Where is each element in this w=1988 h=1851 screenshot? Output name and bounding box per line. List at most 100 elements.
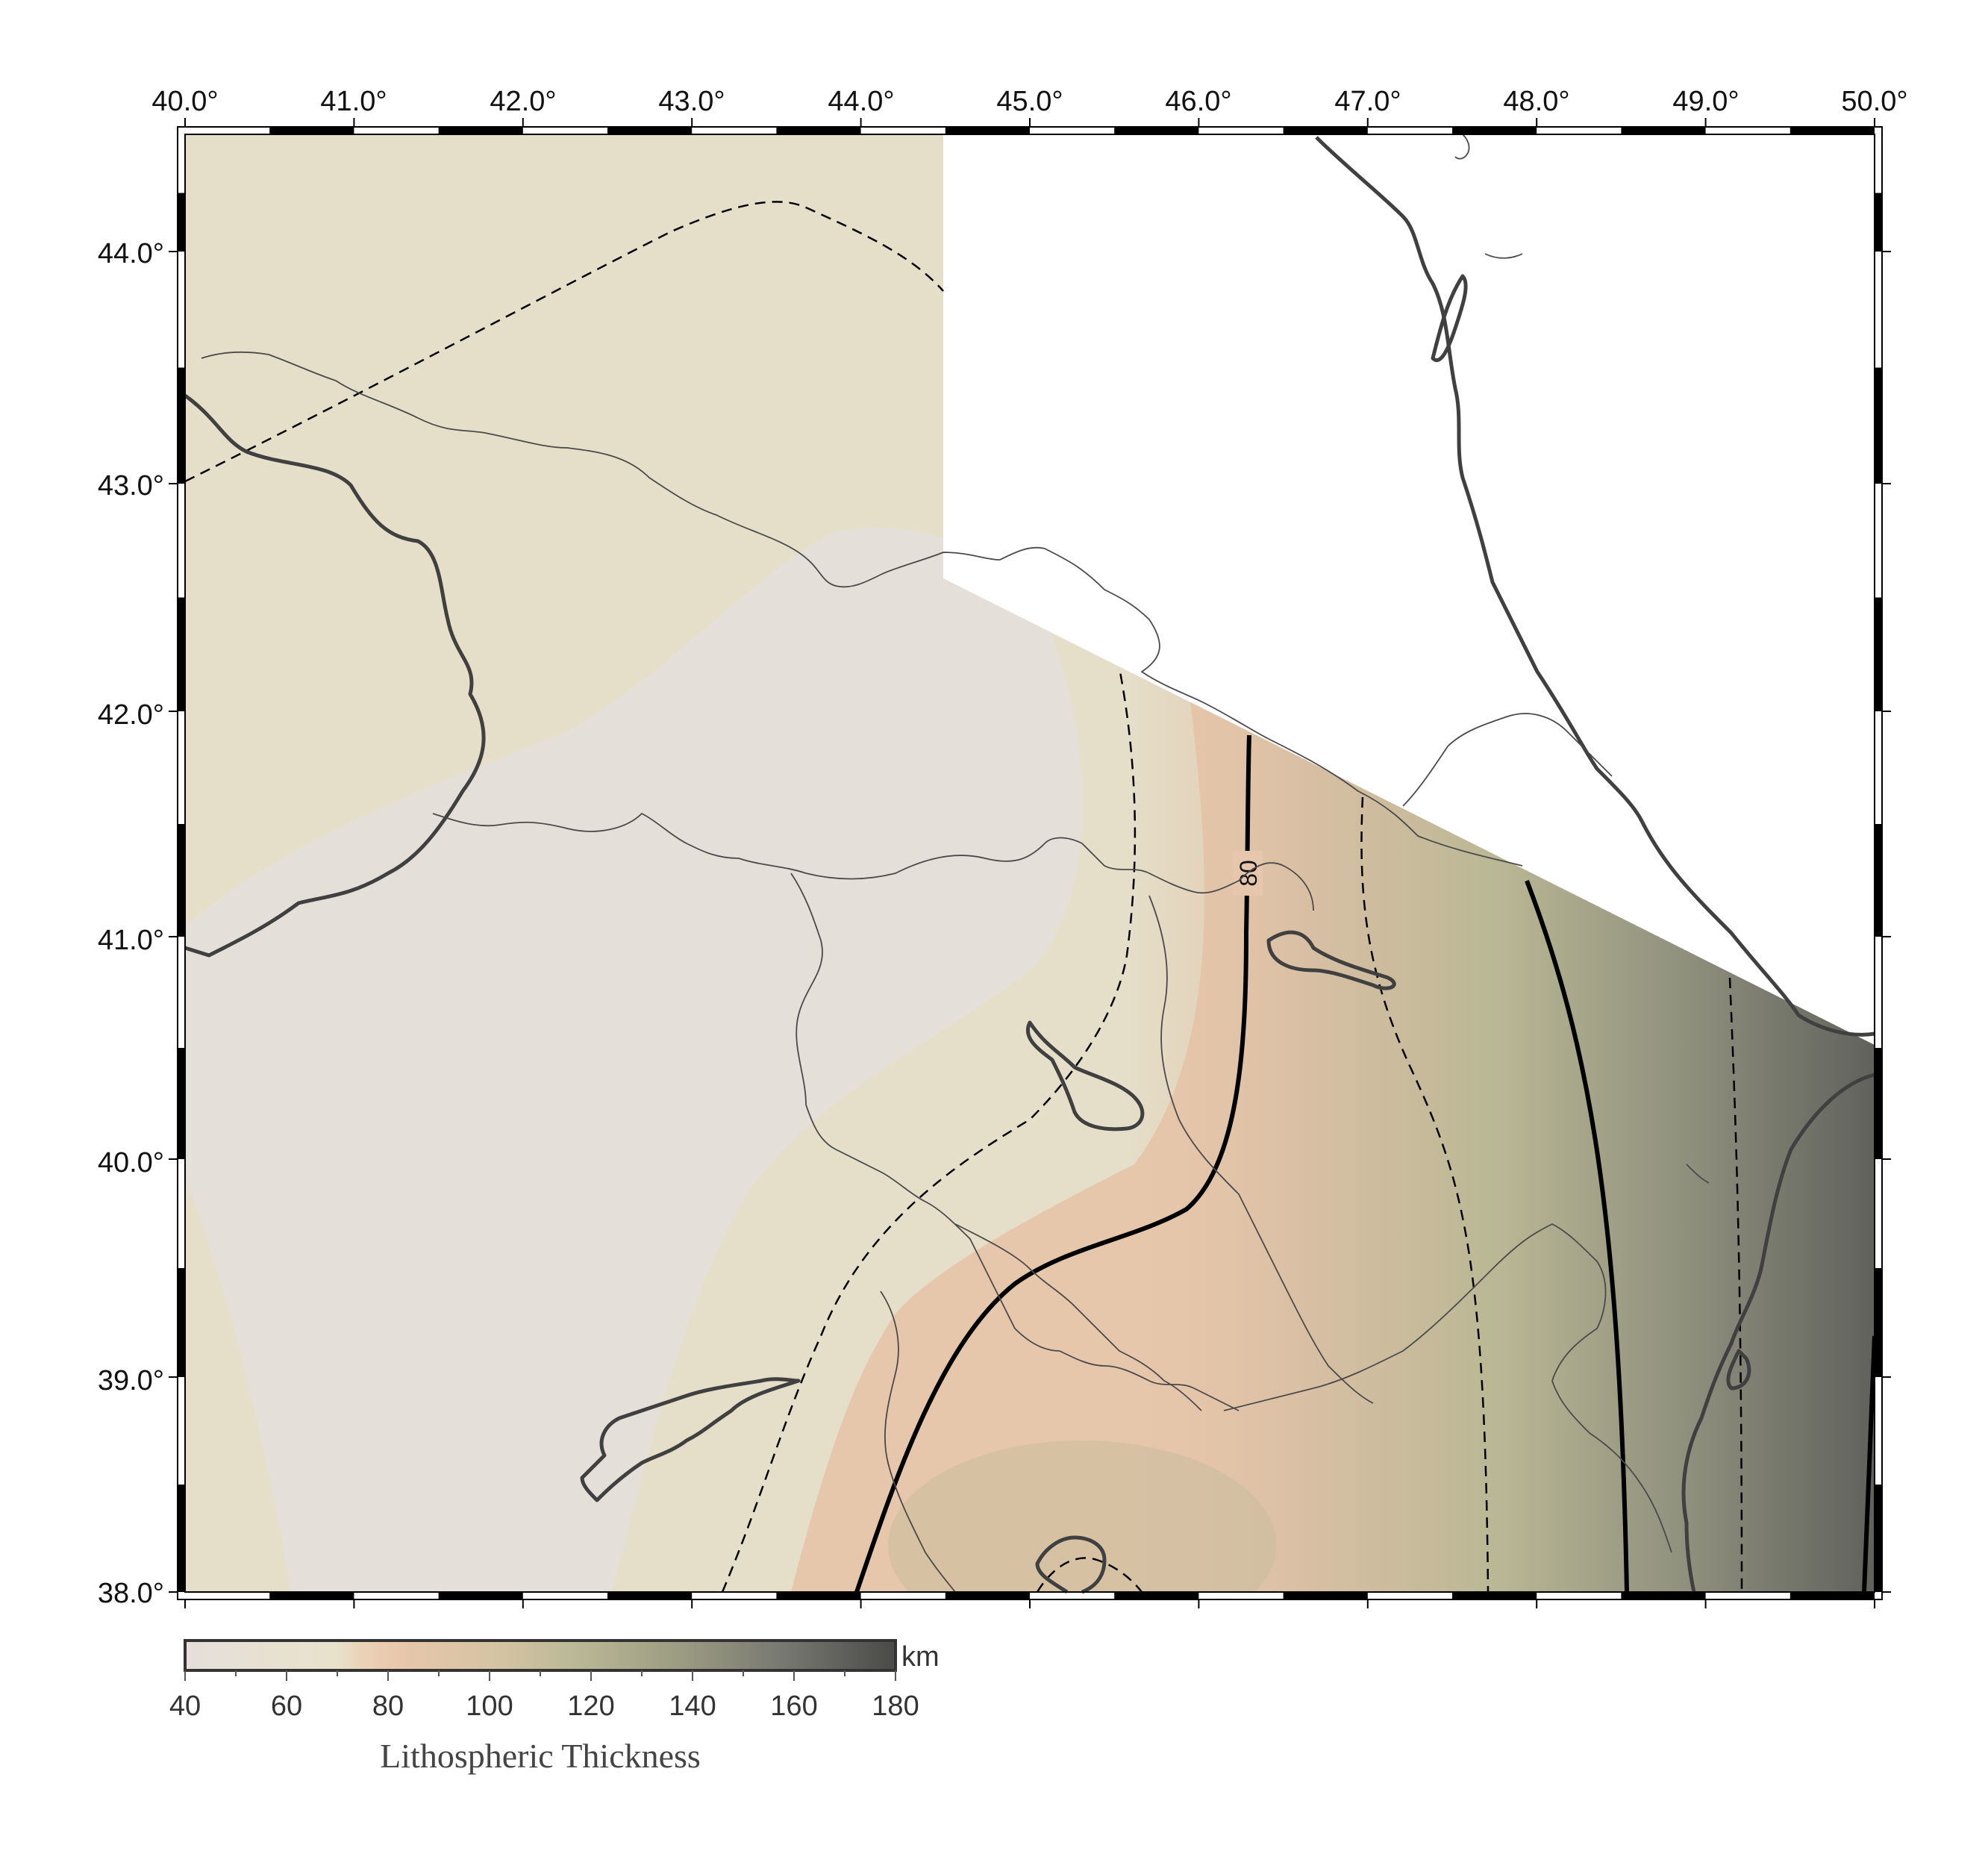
frame-check-top — [438, 127, 523, 134]
dashed-contour-mid — [721, 667, 1137, 1593]
lat-label-38: 38.0° — [98, 1578, 164, 1609]
iran-west-border — [880, 1290, 956, 1593]
dagestan-border — [1402, 713, 1613, 807]
georgia-south-border — [432, 813, 1314, 911]
frame-check-bottom — [1621, 1592, 1706, 1599]
frame-ticks — [169, 118, 1891, 1608]
frame-check-right — [1875, 1048, 1882, 1159]
colorbar-tick-180: 180 — [872, 1691, 919, 1722]
frame-check-right — [1875, 193, 1882, 252]
colorbar-tick-140: 140 — [669, 1691, 716, 1722]
frame-check-bottom — [945, 1592, 1030, 1599]
frame-check-bottom — [269, 1592, 354, 1599]
frame-check-top — [945, 127, 1030, 134]
caspian-coast-north — [1315, 136, 1875, 1037]
frame-check-bottom — [1283, 1592, 1368, 1599]
lat-label-40: 40.0° — [98, 1147, 164, 1179]
turkey-iran-border — [1059, 1350, 1240, 1411]
lake-sevan — [1025, 1020, 1145, 1131]
lat-label-42: 42.0° — [98, 699, 164, 731]
frame-check-top — [1621, 127, 1706, 134]
colorbar-tick-60: 60 — [271, 1691, 302, 1722]
dashed-contour-east2 — [1728, 977, 1743, 1593]
colorbar-tick-100: 100 — [466, 1691, 513, 1722]
mingachevir-reservoir — [1266, 930, 1396, 990]
lake-van — [580, 1377, 801, 1502]
frame-check-top — [1283, 127, 1368, 134]
lon-label-49: 49.0° — [1672, 86, 1739, 117]
frame-check-top — [1789, 127, 1875, 134]
armenia-turkey-border — [790, 873, 1060, 1352]
azerbaijan-iran-border — [1223, 1223, 1672, 1553]
lat-tick-labels: 44.0° 43.0° 42.0° 41.0° 40.0° 39.0° 38.0… — [98, 238, 164, 1609]
frame-check-top — [1114, 127, 1199, 134]
frame-check-bottom — [1789, 1592, 1875, 1599]
frame-check-right — [1875, 597, 1882, 711]
colorbar: km 40 60 80 100 120 140 160 180 Lithosph… — [169, 1639, 940, 1775]
lon-label-41: 41.0° — [320, 86, 387, 117]
lon-label-50: 50.0° — [1841, 86, 1907, 117]
colorbar-tick-40: 40 — [169, 1691, 201, 1722]
frame-check-right — [1875, 824, 1882, 937]
frame-check-top — [269, 127, 354, 134]
lon-label-42: 42.0° — [490, 86, 556, 117]
agrakhan-spit — [1431, 274, 1468, 362]
contour-label-80: 80 — [1235, 860, 1262, 887]
black-sea-coast — [184, 393, 486, 958]
solid-contour-east2 — [1862, 1335, 1877, 1593]
colorbar-tick-160: 160 — [770, 1691, 817, 1722]
lon-label-45: 45.0° — [996, 86, 1063, 117]
frame-check-left — [178, 1268, 185, 1377]
nakhchivan-border — [954, 1223, 1202, 1411]
caucasus-border — [201, 351, 1523, 867]
colorbar-tick-80: 80 — [372, 1691, 404, 1722]
frame-check-right — [1875, 1268, 1882, 1377]
frame-check-top — [1452, 127, 1537, 134]
lat-label-44: 44.0° — [98, 238, 164, 269]
lake-urmia — [1035, 1535, 1107, 1594]
frame-check-top — [607, 127, 693, 134]
thin-zone — [185, 527, 1082, 1592]
colorbar-unit: km — [901, 1641, 940, 1673]
dashed-contour-east1 — [1360, 796, 1490, 1593]
lat-label-41: 41.0° — [98, 925, 164, 956]
frame-check-left — [178, 193, 185, 252]
green-blob — [888, 1440, 1276, 1592]
lon-label-48: 48.0° — [1503, 86, 1569, 117]
lat-label-43: 43.0° — [98, 470, 164, 502]
lon-label-43: 43.0° — [658, 86, 725, 117]
caspian-coast-south — [1681, 1073, 1875, 1593]
georgia-north-islands — [1454, 134, 1710, 1184]
lon-tick-labels: 40.0° 41.0° 42.0° 43.0° 44.0° 45.0° 46.0… — [151, 86, 1907, 117]
colorbar-ticks — [184, 1670, 896, 1681]
frame-check-top — [776, 127, 861, 134]
frame-check-left — [178, 1048, 185, 1159]
frame-check-left — [178, 367, 185, 484]
lon-label-47: 47.0° — [1334, 86, 1401, 117]
lat-label-39: 39.0° — [98, 1365, 164, 1396]
frame-check-left — [178, 1485, 185, 1592]
lon-label-46: 46.0° — [1165, 86, 1231, 117]
dashed-contour-nw — [184, 201, 944, 483]
lon-label-40: 40.0° — [151, 86, 218, 117]
frame-check-bottom — [1114, 1592, 1199, 1599]
dashed-contour-small — [1036, 1557, 1143, 1593]
frame-check-bottom — [1452, 1592, 1537, 1599]
frame-checkers — [178, 127, 1882, 1599]
solid-contour-east1 — [1525, 879, 1629, 1593]
borders — [201, 134, 1710, 1593]
coastlines — [184, 136, 1875, 1594]
frame-check-right — [1875, 367, 1882, 484]
frame-check-left — [178, 597, 185, 711]
frame-check-bottom — [438, 1592, 523, 1599]
kizilagach-bay — [1726, 1349, 1751, 1390]
colorbar-tick-120: 120 — [567, 1691, 614, 1722]
frame-check-left — [178, 824, 185, 937]
colorbar-title: Lithospheric Thickness — [380, 1737, 701, 1775]
armenia-azerbaijan-border — [1148, 895, 1374, 1404]
frame-check-right — [1875, 1485, 1882, 1592]
frame-check-bottom — [776, 1592, 861, 1599]
colorbar-gradient — [184, 1639, 897, 1672]
lon-label-44: 44.0° — [828, 86, 894, 117]
